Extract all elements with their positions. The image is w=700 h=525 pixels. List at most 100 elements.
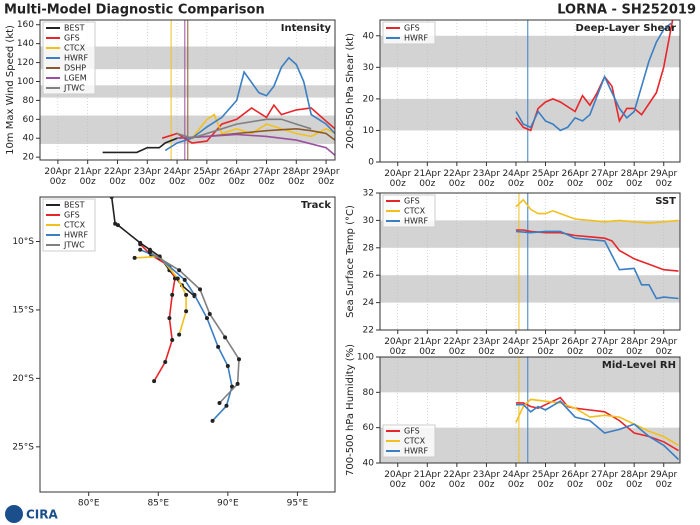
series-line <box>149 251 240 404</box>
y-tick-label: 40 <box>23 134 35 144</box>
x-tick-label: 29Apr 00z <box>313 167 340 187</box>
plot-frame <box>39 19 336 161</box>
x-tick-label: 24Apr 00z <box>502 169 529 189</box>
series-line <box>515 230 679 300</box>
x-tick-label: 22Apr 00z <box>443 470 470 490</box>
plot-frame <box>379 19 681 163</box>
track-point <box>225 364 230 369</box>
x-tick-label: 25Apr 00z <box>193 167 220 187</box>
panel-title: SST <box>655 196 676 207</box>
series-line <box>515 398 679 446</box>
track-point <box>175 276 180 281</box>
x-tick-label: 27Apr 00z <box>591 169 618 189</box>
x-tick-label: 25Apr 00z <box>532 169 559 189</box>
legend-label: HWRF <box>404 34 428 43</box>
legend-label: LGEM <box>64 74 87 83</box>
track-point <box>223 335 228 340</box>
legend-label: CTCX <box>404 437 426 446</box>
series-line <box>164 56 335 152</box>
band <box>380 275 680 303</box>
series-line <box>134 255 187 335</box>
legend-label: HWRF <box>404 447 428 456</box>
track-point <box>224 403 229 408</box>
y-tick-label: 100 <box>17 77 34 87</box>
series-line <box>161 103 335 144</box>
track-point <box>177 268 182 273</box>
plot-frame <box>379 356 681 464</box>
x-tick-label: 20Apr 00z <box>384 169 411 189</box>
legend-label: GFS <box>404 24 420 33</box>
series-line <box>516 400 680 461</box>
x-tick-label: 22Apr 00z <box>104 167 131 187</box>
plot-frame <box>379 192 681 331</box>
legend-label: HWRF <box>64 54 88 63</box>
track-point <box>198 287 203 292</box>
track-point <box>192 292 197 297</box>
x-tick-label: 20Apr 00z <box>384 470 411 490</box>
logo-text: CIRA <box>26 508 59 522</box>
y-tick-label: 0 <box>368 158 374 168</box>
x-tick-label: 26Apr 00z <box>562 337 589 357</box>
x-tick-label: 23Apr 00z <box>473 169 500 189</box>
x-tick-label: 28Apr 00z <box>283 167 310 187</box>
x-tick-label: 90°E <box>217 499 239 509</box>
y-tick-label: 30 <box>363 63 375 73</box>
series-line <box>110 197 196 297</box>
y-axis-label: Sea Surface Temp (°C) <box>345 205 356 318</box>
x-tick-label: 26Apr 00z <box>562 470 589 490</box>
y-tick-label: 22 <box>363 326 374 336</box>
x-tick-label: 20Apr 00z <box>384 337 411 357</box>
series-line <box>177 133 335 156</box>
x-tick-label: 80°E <box>78 499 100 509</box>
x-tick-label: 28Apr 00z <box>621 169 648 189</box>
legend-label: GFS <box>64 34 80 43</box>
track-point <box>204 316 209 321</box>
x-tick-label: 21Apr 00z <box>74 167 101 187</box>
track-point <box>132 255 137 260</box>
x-tick-label: 20Apr 00z <box>44 167 71 187</box>
legend-label: JTWC <box>63 241 85 250</box>
panel-title: Intensity <box>281 23 332 34</box>
series-line <box>176 118 312 140</box>
y-tick-label: 15°S <box>12 305 34 315</box>
y-tick-label: 80 <box>363 388 375 398</box>
track-point <box>184 292 189 297</box>
series-line <box>139 248 233 422</box>
x-tick-label: 29Apr 00z <box>650 470 677 490</box>
y-tick-label: 60 <box>23 115 35 125</box>
x-tick-label: 25Apr 00z <box>532 470 559 490</box>
x-tick-label: 29Apr 00z <box>650 337 677 357</box>
x-tick-label: 25Apr 00z <box>532 337 559 357</box>
track-point <box>138 247 143 252</box>
track-point <box>217 401 222 406</box>
series-line <box>515 20 674 132</box>
series-group <box>515 396 680 461</box>
legend-label: GFS <box>404 197 420 206</box>
series-group <box>515 20 674 132</box>
track-point <box>115 223 120 228</box>
y-tick-label: 24 <box>363 298 375 308</box>
series-line <box>515 198 679 224</box>
x-tick-label: 22Apr 00z <box>443 337 470 357</box>
x-tick-label: 23Apr 00z <box>473 337 500 357</box>
y-tick-label: 40 <box>363 459 375 469</box>
y-tick-label: 140 <box>17 39 34 49</box>
legend-label: CTCX <box>64 221 86 230</box>
series-line <box>516 229 679 272</box>
x-tick-label: 26Apr 00z <box>562 169 589 189</box>
y-tick-label: 160 <box>17 20 34 30</box>
plot-frame <box>39 196 336 493</box>
x-tick-label: 27Apr 00z <box>591 470 618 490</box>
y-axis-label: 700-500 hPa Humidity (%) <box>345 344 356 476</box>
track-point <box>152 379 157 384</box>
legend-label: BEST <box>64 201 85 210</box>
y-tick-label: 30 <box>363 216 375 226</box>
band <box>380 357 680 393</box>
legend-label: CTCX <box>64 44 86 53</box>
y-tick-label: 32 <box>363 189 374 199</box>
legend-label: GFS <box>404 427 420 436</box>
y-tick-label: 80 <box>23 96 35 106</box>
y-tick-label: 10 <box>363 126 375 136</box>
x-tick-label: 27Apr 00z <box>253 167 280 187</box>
